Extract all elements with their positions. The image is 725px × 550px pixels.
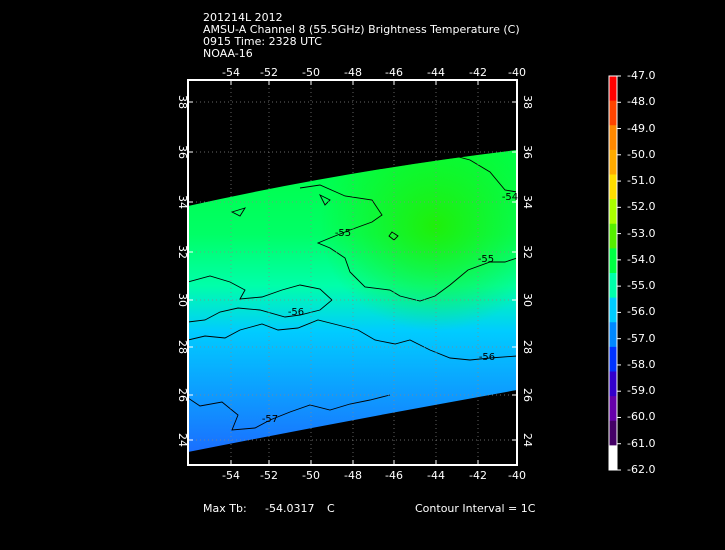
lat-tick-label-left: 38	[176, 95, 189, 109]
colorbar-label: -59.0	[627, 384, 656, 398]
lat-tick-label-right: 30	[521, 293, 534, 307]
colorbar-segment	[609, 371, 617, 397]
contour-label: -54	[502, 192, 518, 203]
colorbar-segment	[609, 100, 617, 126]
colorbar-segment	[609, 273, 617, 299]
colorbar-label: -62.0	[627, 463, 656, 476]
lat-tick-label-right: 32	[521, 245, 534, 259]
lon-tick-label-bottom: -42	[469, 469, 487, 482]
lon-tick-label-top: -44	[427, 66, 445, 79]
lon-tick-label-top: -46	[385, 66, 403, 79]
lon-tick-label-top: -52	[260, 66, 278, 79]
colorbar-label: -55.0	[627, 279, 656, 293]
colorbar-segment	[609, 125, 617, 151]
warm-region	[188, 150, 517, 452]
contour-label: -55	[335, 228, 351, 239]
contour-label: -56	[288, 307, 304, 318]
lon-tick-label-bottom: -46	[385, 469, 403, 482]
lon-tick-label-top: -54	[222, 66, 240, 79]
colorbar-label: -60.0	[627, 410, 656, 424]
lon-tick-label-top: -48	[344, 66, 362, 79]
title-line-3: 0915 Time: 2328 UTC	[203, 35, 322, 48]
title-line-2: AMSU-A Channel 8 (55.5GHz) Brightness Te…	[203, 23, 520, 36]
contour-label: -55	[478, 254, 494, 265]
lon-tick-label-bottom: -52	[260, 469, 278, 482]
lat-tick-label-right: 28	[521, 340, 534, 354]
axis-ticks: -54 -54 -52 -52 -50 -50 -48 -48 -46 -46 -44 -44 -42 -…	[176, 66, 534, 482]
colorbar-label: -54.0	[627, 252, 656, 266]
colorbar-label: -58.0	[627, 357, 656, 371]
colorbar-label: -48.0	[627, 95, 656, 109]
lon-tick-label-bottom: -48	[344, 469, 362, 482]
colorbar-segment	[609, 199, 617, 225]
colorbar-label: -47.0	[627, 69, 656, 82]
lon-tick-label-bottom: -40	[508, 469, 526, 482]
colorbar-segment	[609, 346, 617, 372]
colorbar-segment	[609, 223, 617, 249]
contour-label: -56	[479, 352, 495, 363]
colorbar-label: -50.0	[627, 147, 656, 161]
lat-tick-label-left: 24	[176, 433, 189, 447]
colorbar-label: -53.0	[627, 226, 656, 240]
colorbar-label: -52.0	[627, 200, 656, 214]
lon-tick-label-top: -40	[508, 66, 526, 79]
colorbar-segment	[609, 322, 617, 348]
contour-interval: Contour Interval = 1C	[415, 502, 536, 515]
contour-lines	[188, 155, 517, 431]
colorbar-segment	[609, 248, 617, 274]
colorbar-segment	[609, 297, 617, 323]
lat-tick-label-left: 26	[176, 388, 189, 402]
max-tb-label: Max Tb:	[203, 502, 247, 515]
title-line-1: 201214L 2012	[203, 11, 283, 24]
title-line-4: NOAA-16	[203, 47, 253, 60]
colorbar	[608, 75, 621, 471]
lon-tick-label-bottom: -50	[302, 469, 320, 482]
max-tb-value: -54.0317	[265, 502, 315, 515]
contour-label: -57	[262, 414, 278, 425]
max-tb-unit: C	[327, 502, 335, 515]
colorbar-segment	[609, 445, 617, 471]
lon-tick-label-top: -50	[302, 66, 320, 79]
lon-tick-label-top: -42	[469, 66, 487, 79]
lat-tick-label-right: 24	[521, 433, 534, 447]
lat-tick-label-left: 28	[176, 340, 189, 354]
colorbar-segment	[609, 76, 617, 102]
lat-tick-label-left: 34	[176, 195, 189, 209]
colorbar-segment	[609, 420, 617, 446]
lon-tick-label-bottom: -54	[222, 469, 240, 482]
lat-tick-label-right: 38	[521, 95, 534, 109]
colorbar-segment	[609, 396, 617, 422]
map-grid	[188, 80, 517, 465]
colorbar-label: -51.0	[627, 174, 656, 188]
lat-tick-label-right: 34	[521, 195, 534, 209]
lon-tick-label-bottom: -44	[427, 469, 445, 482]
lat-tick-label-left: 36	[176, 145, 189, 159]
colorbar-label: -57.0	[627, 331, 656, 345]
colorbar-segment	[609, 149, 617, 175]
colorbar-label: -56.0	[627, 305, 656, 319]
lat-tick-label-left: 30	[176, 293, 189, 307]
lat-tick-label-right: 26	[521, 388, 534, 402]
lat-tick-label-left: 32	[176, 245, 189, 259]
lat-tick-label-right: 36	[521, 145, 534, 159]
colorbar-label: -61.0	[627, 436, 656, 450]
colorbar-label: -49.0	[627, 121, 656, 135]
colorbar-segment	[609, 174, 617, 200]
